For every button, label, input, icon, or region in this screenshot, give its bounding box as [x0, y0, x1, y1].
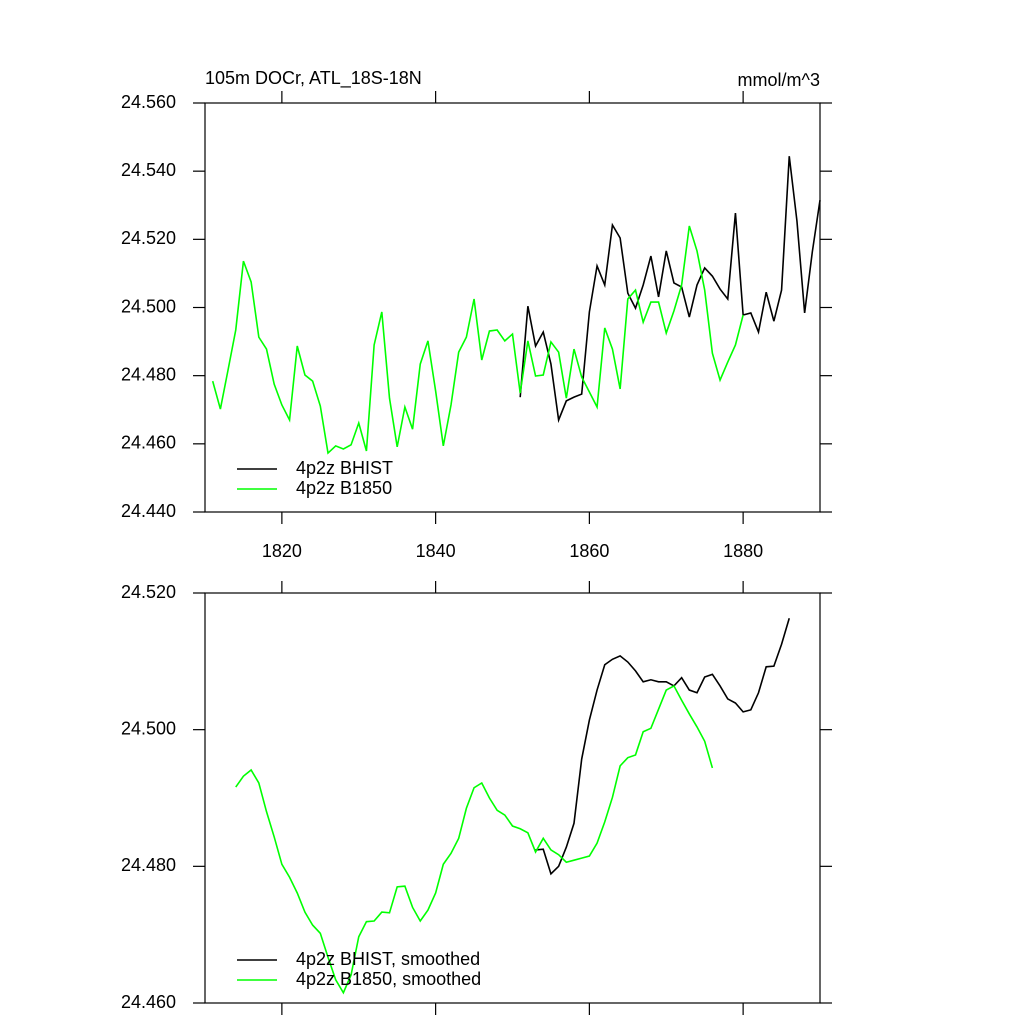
x-tick-label: 1880: [723, 541, 763, 561]
units-label: mmol/m^3: [738, 70, 820, 90]
chart-title: 105m DOCr, ATL_18S-18N: [205, 68, 422, 89]
series-line: [535, 618, 791, 876]
plot-frame: [204, 592, 821, 1004]
plot-frame: [204, 102, 821, 513]
y-tick-label: 24.500: [121, 296, 176, 316]
series-line: [211, 225, 744, 455]
legend-label: 4p2z BHIST, smoothed: [296, 949, 480, 969]
y-tick-label: 24.460: [121, 433, 176, 453]
y-tick-label: 24.480: [121, 364, 176, 384]
legend-label: 4p2z B1850: [296, 478, 392, 498]
y-tick-label: 24.460: [121, 992, 176, 1012]
y-tick-label: 24.480: [121, 855, 176, 875]
x-tick-label: 1840: [416, 541, 456, 561]
legend-label: 4p2z BHIST: [296, 458, 393, 478]
legend-label: 4p2z B1850, smoothed: [296, 969, 481, 989]
y-tick-label: 24.540: [121, 160, 176, 180]
series-line: [519, 156, 821, 424]
x-tick-label: 1820: [262, 541, 302, 561]
y-tick-label: 24.520: [121, 228, 176, 248]
x-tick-label: 1860: [569, 541, 609, 561]
y-tick-label: 24.520: [121, 582, 176, 602]
y-tick-label: 24.560: [121, 92, 176, 112]
y-tick-label: 24.440: [121, 501, 176, 521]
series-line: [235, 684, 714, 995]
y-tick-label: 24.500: [121, 718, 176, 738]
